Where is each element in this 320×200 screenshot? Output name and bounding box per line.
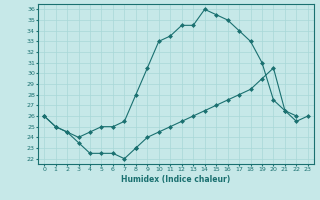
X-axis label: Humidex (Indice chaleur): Humidex (Indice chaleur) [121,175,231,184]
